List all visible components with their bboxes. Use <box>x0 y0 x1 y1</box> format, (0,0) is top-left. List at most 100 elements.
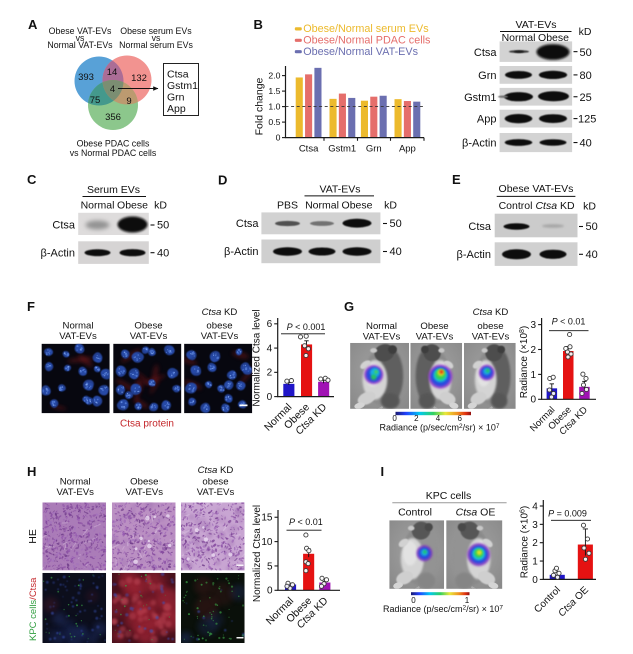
svg-text:vs Normal PDAC cells: vs Normal PDAC cells <box>70 148 157 158</box>
svg-text:9: 9 <box>126 96 131 107</box>
svg-text:Normal: Normal <box>60 477 91 488</box>
svg-text:Ctsa KD: Ctsa KD <box>473 307 509 318</box>
svg-text:Ctsa KD: Ctsa KD <box>198 465 234 476</box>
svg-text:0: 0 <box>411 596 416 605</box>
svg-text:Ctsa: Ctsa <box>167 69 189 81</box>
svg-text:Normal serum EVs: Normal serum EVs <box>119 40 193 50</box>
svg-text:Ctsa: Ctsa <box>474 47 498 59</box>
svg-text:Normal: Normal <box>81 200 115 212</box>
svg-text:40: 40 <box>580 138 592 150</box>
svg-text:Obese serum EVs: Obese serum EVs <box>120 26 192 36</box>
svg-text:VAT-EVs: VAT-EVs <box>130 331 168 342</box>
svg-text:50: 50 <box>586 221 598 233</box>
svg-text:Radiance (p/sec/cm2/sr) × 107: Radiance (p/sec/cm2/sr) × 107 <box>379 423 499 433</box>
svg-text:4: 4 <box>267 343 273 354</box>
svg-text:Normalized Ctsa level: Normalized Ctsa level <box>252 309 263 406</box>
svg-text:Obese: Obese <box>117 200 148 212</box>
svg-text:VAT-EVs: VAT-EVs <box>126 487 164 498</box>
svg-text:0: 0 <box>267 586 273 597</box>
svg-text:2: 2 <box>267 368 273 379</box>
svg-text:Obese PDAC cells: Obese PDAC cells <box>77 139 150 149</box>
svg-text:D: D <box>218 173 227 188</box>
svg-text:0: 0 <box>532 575 538 586</box>
svg-text:Obese: Obese <box>420 321 448 332</box>
svg-text:Gstm1: Gstm1 <box>167 80 198 92</box>
svg-text:Control: Control <box>499 200 533 212</box>
svg-text:0.5: 0.5 <box>268 117 280 127</box>
svg-text:393: 393 <box>78 72 94 83</box>
svg-text:Grn: Grn <box>478 70 496 82</box>
svg-text:G: G <box>344 299 354 314</box>
svg-text:Obese: Obese <box>538 32 569 44</box>
svg-text:0: 0 <box>276 133 281 143</box>
svg-text:VAT-EVs: VAT-EVs <box>201 331 239 342</box>
svg-text:E: E <box>452 172 461 187</box>
svg-text:Gstm1: Gstm1 <box>328 144 356 155</box>
svg-text:3: 3 <box>531 320 537 331</box>
svg-text:1.0: 1.0 <box>268 102 280 112</box>
svg-text:I: I <box>381 464 385 479</box>
svg-text:β-Actin: β-Actin <box>41 247 75 259</box>
svg-text:132: 132 <box>131 73 147 84</box>
svg-text:14: 14 <box>107 67 118 78</box>
svg-text:VAT-EVs: VAT-EVs <box>59 331 97 342</box>
svg-text:50: 50 <box>580 47 592 59</box>
svg-text:40: 40 <box>157 247 169 259</box>
svg-text:25: 25 <box>580 92 592 104</box>
svg-text:0: 0 <box>267 392 273 403</box>
svg-text:10: 10 <box>261 537 273 548</box>
svg-text:Obese: Obese <box>134 320 162 331</box>
svg-text:H: H <box>27 464 36 479</box>
svg-text:Normal: Normal <box>366 321 397 332</box>
svg-text:Obese VAT-EVs: Obese VAT-EVs <box>499 183 574 195</box>
svg-text:PBS: PBS <box>277 200 298 212</box>
svg-text:Radiance (p/sec/cm2/sr) × 107: Radiance (p/sec/cm2/sr) × 107 <box>383 604 503 614</box>
svg-text:Obese: Obese <box>130 477 158 488</box>
svg-text:VAT-EVs: VAT-EVs <box>363 332 401 343</box>
svg-text:5: 5 <box>267 561 273 572</box>
svg-text:1.5: 1.5 <box>268 86 280 96</box>
svg-text:Normal: Normal <box>502 32 536 44</box>
svg-text:Normal: Normal <box>305 200 339 212</box>
svg-text:75: 75 <box>90 95 101 106</box>
svg-text:VAT-EVs: VAT-EVs <box>319 184 360 196</box>
svg-text:Normalized Ctsa level: Normalized Ctsa level <box>252 505 263 602</box>
svg-text:kD: kD <box>579 26 592 38</box>
svg-text:F: F <box>27 299 35 314</box>
svg-text:2: 2 <box>531 345 537 356</box>
svg-text:App: App <box>399 144 416 155</box>
svg-text:Ctsa: Ctsa <box>468 221 492 233</box>
svg-text:Grn: Grn <box>366 144 382 155</box>
svg-text:P = 0.009: P = 0.009 <box>548 509 587 519</box>
svg-text:Normal: Normal <box>63 320 94 331</box>
svg-text:kD: kD <box>384 200 397 212</box>
svg-text:vs: vs <box>76 33 85 43</box>
svg-text:Ctsa: Ctsa <box>236 218 260 230</box>
svg-text:Fold change: Fold change <box>254 77 266 135</box>
svg-text:1: 1 <box>465 596 470 605</box>
svg-text:C: C <box>27 172 37 187</box>
svg-text:Control: Control <box>398 507 432 519</box>
svg-text:3: 3 <box>532 520 538 531</box>
svg-text:KPC cells/Ctsa: KPC cells/Ctsa <box>28 577 39 641</box>
svg-text:4: 4 <box>436 414 441 423</box>
svg-text:A: A <box>28 17 38 32</box>
svg-text:Ctsa KD: Ctsa KD <box>202 307 238 318</box>
svg-text:β-Actin: β-Actin <box>462 138 496 150</box>
svg-text:P < 0.01: P < 0.01 <box>289 517 323 527</box>
svg-text:2: 2 <box>414 414 419 423</box>
svg-text:Ctsa protein: Ctsa protein <box>120 419 174 430</box>
svg-text:6: 6 <box>267 319 273 330</box>
svg-text:1: 1 <box>532 556 538 567</box>
svg-text:B: B <box>254 17 263 32</box>
svg-text:kD: kD <box>154 200 167 212</box>
svg-text:0: 0 <box>531 395 537 406</box>
svg-text:Obese/Normal PDAC cells: Obese/Normal PDAC cells <box>303 34 431 46</box>
svg-text:VAT-EVs: VAT-EVs <box>472 332 510 343</box>
svg-text:P < 0.001: P < 0.001 <box>287 322 326 332</box>
svg-text:2.0: 2.0 <box>268 71 280 81</box>
svg-text:Obese/Normal VAT-EVs: Obese/Normal VAT-EVs <box>303 46 418 58</box>
svg-text:0: 0 <box>392 414 397 423</box>
svg-text:Serum EVs: Serum EVs <box>87 184 140 196</box>
svg-text:50: 50 <box>157 220 169 232</box>
